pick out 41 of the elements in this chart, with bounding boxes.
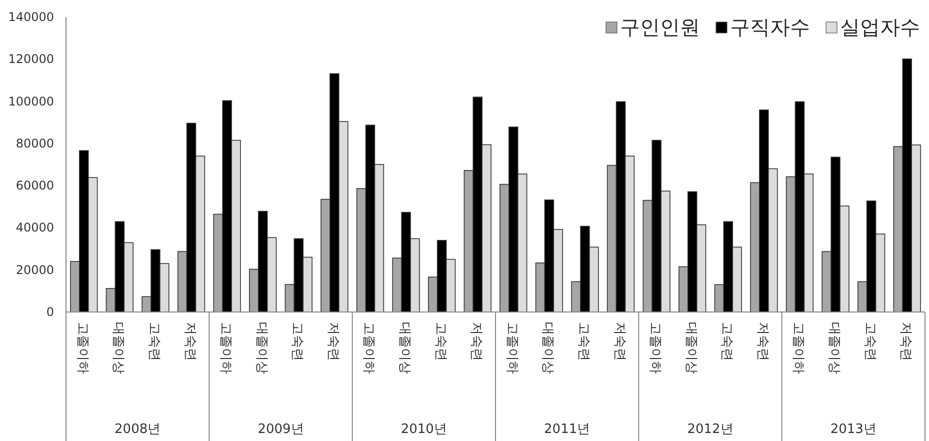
x-tick-label: 대졸이상 <box>826 322 842 374</box>
legend-label: 구직자수 <box>730 15 810 39</box>
x-tick-label: 저숙련 <box>468 322 484 361</box>
legend-label: 구인인원 <box>620 15 700 39</box>
text: 2009년 <box>258 422 304 437</box>
text: 2008년 <box>114 422 161 437</box>
y-tick-label: 0 <box>46 305 54 319</box>
x-tick-label: 고숙련 <box>146 322 162 361</box>
x-tick-label: 대졸이상 <box>397 322 412 374</box>
x-tick-label: 고숙련 <box>576 322 591 361</box>
x-tick-label: 저숙련 <box>325 322 340 361</box>
text: 2010년 <box>400 422 447 437</box>
x-tick-label: 대졸이상 <box>683 322 698 374</box>
x-tick-label: 대졸이상 <box>540 322 556 374</box>
x-tick-label: 고졸이하 <box>74 322 90 374</box>
y-tick-label: 20000 <box>16 262 54 277</box>
x-tick-label: 저숙련 <box>182 322 198 361</box>
x-tick-label: 대졸이상 <box>254 322 269 374</box>
x-tick-label: 대졸이상 <box>110 322 126 374</box>
x-tick-label: 고숙련 <box>290 322 305 361</box>
y-tick-label: 140000 <box>8 10 54 24</box>
x-tick-label: 고숙련 <box>862 322 878 361</box>
x-tick-label: 저숙련 <box>898 322 914 361</box>
x-tick-label: 고숙련 <box>719 322 734 361</box>
y-tick-label: 120000 <box>8 52 54 66</box>
text: 2013년 <box>830 422 876 437</box>
y-tick-label: 40000 <box>16 220 54 235</box>
text: 2012년 <box>687 422 734 437</box>
x-tick-label: 고졸이하 <box>218 322 234 374</box>
x-tick-label: 고졸이하 <box>790 322 806 374</box>
y-tick-label: 60000 <box>16 178 54 193</box>
legend-label: 실업자수 <box>840 15 920 39</box>
x-tick-label: 저숙련 <box>612 322 627 361</box>
y-tick-label: 100000 <box>8 94 54 108</box>
x-tick-label: 저숙련 <box>754 322 770 361</box>
text: 2011년 <box>544 422 590 437</box>
y-tick-label: 80000 <box>16 136 54 150</box>
x-tick-label: 고졸이하 <box>504 322 520 374</box>
x-tick-label: 고졸이하 <box>361 322 376 374</box>
x-tick-label: 고졸이하 <box>648 322 663 374</box>
x-tick-label: 고숙련 <box>432 322 448 361</box>
